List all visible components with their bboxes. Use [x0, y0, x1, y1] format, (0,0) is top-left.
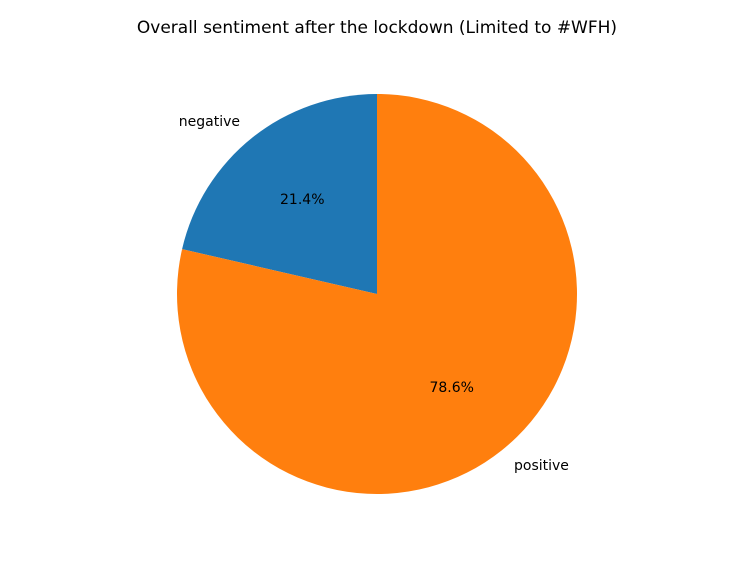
slice-label: negative [179, 114, 240, 130]
slice-value-label: 78.6% [429, 380, 473, 396]
slice-label: positive [514, 458, 569, 474]
chart-title: Overall sentiment after the lockdown (Li… [137, 18, 617, 38]
pie-slice [182, 94, 377, 294]
slice-value-label: 21.4% [280, 192, 324, 208]
pie-slice [177, 94, 577, 494]
